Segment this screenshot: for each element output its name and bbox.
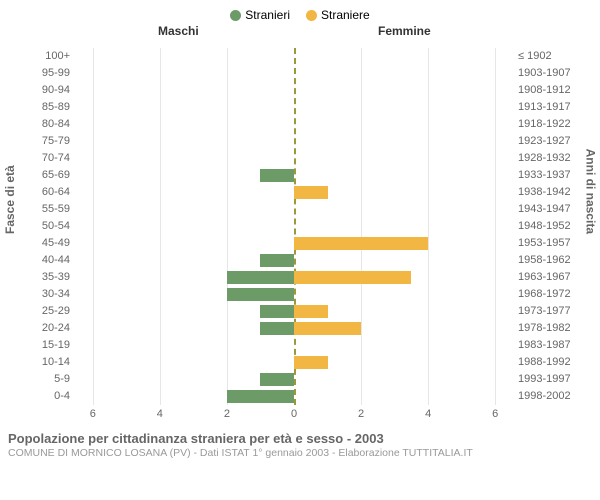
- age-label: 85-89: [22, 101, 70, 113]
- bar-male: [227, 288, 294, 301]
- x-tick: 4: [157, 408, 163, 420]
- x-tick: 4: [425, 408, 431, 420]
- birth-year-label: 1938-1942: [518, 186, 578, 198]
- birth-year-label: 1963-1967: [518, 271, 578, 283]
- grid-line: [495, 48, 496, 405]
- center-line: [294, 48, 296, 405]
- bar-male: [227, 390, 294, 403]
- birth-year-label: 1908-1912: [518, 84, 578, 96]
- age-label: 95-99: [22, 67, 70, 79]
- bar-male: [260, 169, 294, 182]
- header-male: Maschi: [158, 24, 199, 38]
- bar-male: [227, 271, 294, 284]
- chart-title: Popolazione per cittadinanza straniera p…: [8, 431, 592, 446]
- age-label: 70-74: [22, 152, 70, 164]
- plot-area: Fasce di età Anni di nascita 6420246100+…: [8, 42, 592, 425]
- bar-female: [294, 271, 411, 284]
- birth-year-label: 1928-1932: [518, 152, 578, 164]
- age-label: 55-59: [22, 203, 70, 215]
- axis-label-right: Anni di nascita: [583, 148, 597, 233]
- age-label: 90-94: [22, 84, 70, 96]
- bar-female: [294, 356, 328, 369]
- birth-year-label: 1923-1927: [518, 135, 578, 147]
- age-label: 75-79: [22, 135, 70, 147]
- legend: Stranieri Straniere: [8, 8, 592, 22]
- birth-year-label: 1978-1982: [518, 322, 578, 334]
- bar-female: [294, 322, 361, 335]
- birth-year-label: 1998-2002: [518, 390, 578, 402]
- grid-line: [160, 48, 161, 405]
- bar-male: [260, 322, 294, 335]
- bar-male: [260, 305, 294, 318]
- legend-item: Straniere: [306, 8, 370, 22]
- age-label: 80-84: [22, 118, 70, 130]
- pyramid-chart: StranieriStraniere Maschi Femmine Fasce …: [8, 8, 592, 459]
- bar-male: [260, 373, 294, 386]
- column-headers: Maschi Femmine: [8, 24, 592, 42]
- age-label: 35-39: [22, 271, 70, 283]
- legend-label: Stranieri: [245, 8, 290, 22]
- legend-item: Stranieri: [230, 8, 290, 22]
- birth-year-label: 1983-1987: [518, 339, 578, 351]
- grid-line: [428, 48, 429, 405]
- age-label: 5-9: [22, 373, 70, 385]
- x-tick: 6: [90, 408, 96, 420]
- grid-line: [227, 48, 228, 405]
- header-female: Femmine: [378, 24, 431, 38]
- birth-year-label: ≤ 1902: [518, 50, 578, 62]
- age-label: 25-29: [22, 305, 70, 317]
- bar-female: [294, 305, 328, 318]
- birth-year-label: 1993-1997: [518, 373, 578, 385]
- birth-year-label: 1953-1957: [518, 237, 578, 249]
- age-label: 30-34: [22, 288, 70, 300]
- age-label: 100+: [22, 50, 70, 62]
- grid-line: [93, 48, 94, 405]
- age-label: 65-69: [22, 169, 70, 181]
- legend-dot: [230, 10, 241, 21]
- age-label: 20-24: [22, 322, 70, 334]
- birth-year-label: 1918-1922: [518, 118, 578, 130]
- legend-label: Straniere: [321, 8, 370, 22]
- bar-female: [294, 186, 328, 199]
- birth-year-label: 1948-1952: [518, 220, 578, 232]
- birth-year-label: 1943-1947: [518, 203, 578, 215]
- bar-male: [260, 254, 294, 267]
- age-label: 40-44: [22, 254, 70, 266]
- birth-year-label: 1913-1917: [518, 101, 578, 113]
- birth-year-label: 1903-1907: [518, 67, 578, 79]
- age-label: 15-19: [22, 339, 70, 351]
- age-label: 0-4: [22, 390, 70, 402]
- age-label: 50-54: [22, 220, 70, 232]
- legend-dot: [306, 10, 317, 21]
- x-tick: 2: [358, 408, 364, 420]
- age-label: 45-49: [22, 237, 70, 249]
- axis-label-left: Fasce di età: [3, 165, 17, 234]
- age-label: 10-14: [22, 356, 70, 368]
- birth-year-label: 1933-1937: [518, 169, 578, 181]
- x-tick: 6: [492, 408, 498, 420]
- bar-female: [294, 237, 428, 250]
- birth-year-label: 1968-1972: [518, 288, 578, 300]
- grid-line: [361, 48, 362, 405]
- x-tick: 2: [224, 408, 230, 420]
- birth-year-label: 1958-1962: [518, 254, 578, 266]
- birth-year-label: 1973-1977: [518, 305, 578, 317]
- age-label: 60-64: [22, 186, 70, 198]
- birth-year-label: 1988-1992: [518, 356, 578, 368]
- chart-subtitle: COMUNE DI MORNICO LOSANA (PV) - Dati IST…: [8, 447, 592, 459]
- x-tick: 0: [291, 408, 297, 420]
